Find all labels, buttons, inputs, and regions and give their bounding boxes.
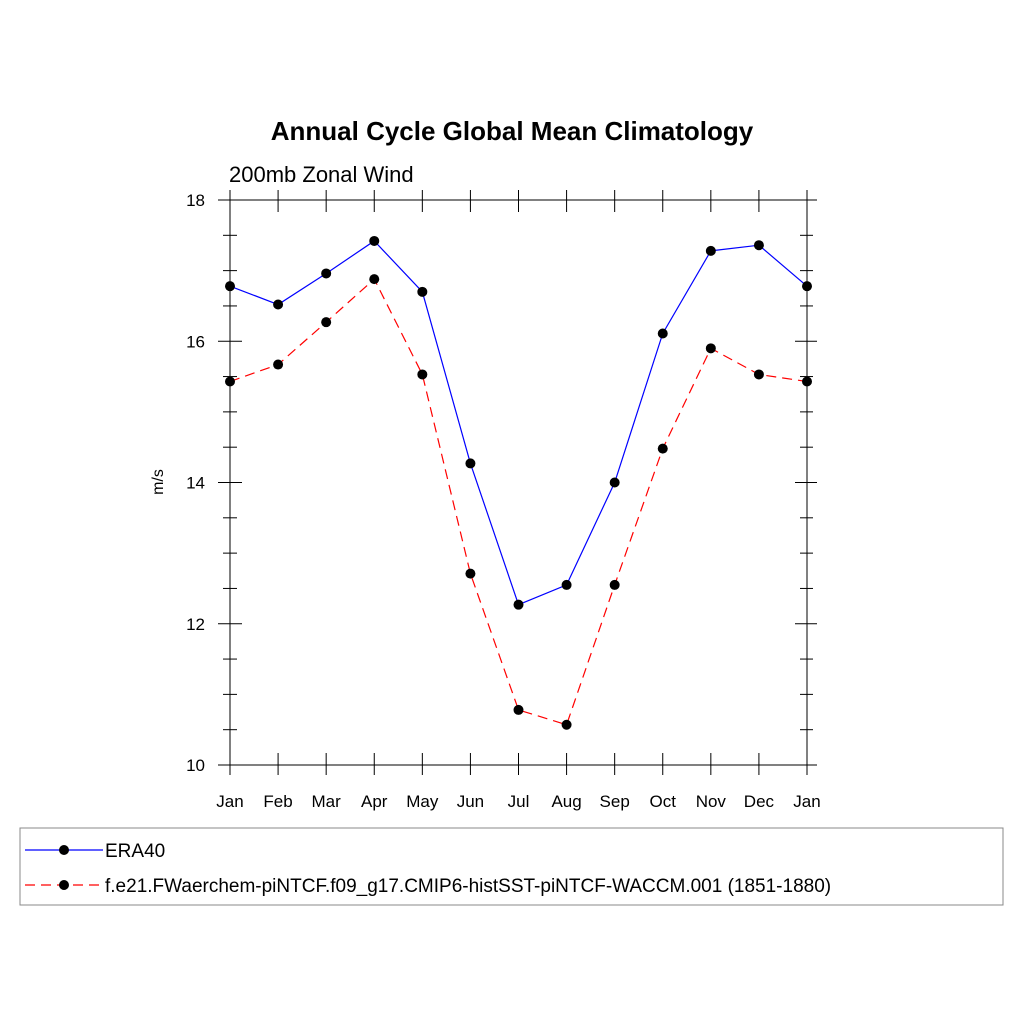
- x-tick-label: Nov: [696, 792, 727, 811]
- x-tick-label: Jan: [793, 792, 820, 811]
- x-tick-label: Oct: [650, 792, 677, 811]
- legend-label-2: f.e21.FWaerchem-piNTCF.f09_g17.CMIP6-his…: [105, 876, 831, 897]
- axis-ticks: Jan Feb Mar Apr May Jun Jul Aug Sep Oct Nov Dec Jan 1…: [186, 190, 821, 811]
- legend-label-1: ERA40: [105, 841, 165, 862]
- series-1-point: [513, 599, 524, 610]
- series-2-point: [417, 369, 428, 380]
- series-1-point: [465, 458, 476, 469]
- series-2-point: [753, 369, 764, 380]
- series-1-point: [609, 477, 620, 488]
- series-1-point: [417, 286, 428, 297]
- x-tick-label: Jun: [457, 792, 484, 811]
- series-2-point: [609, 579, 620, 590]
- series-2-point: [513, 704, 524, 715]
- legend: ERA40 f.e21.FWaerchem-piNTCF.f09_g17.CMIP…: [19, 827, 1004, 906]
- series-2-point: [705, 343, 716, 354]
- series-line-1: [229, 240, 808, 606]
- chart-subtitle: 200mb Zonal Wind: [229, 162, 414, 187]
- series-1-point: [753, 240, 764, 251]
- y-tick-label: 10: [186, 756, 205, 775]
- plot-frame: [229, 199, 808, 766]
- series-1-point: [657, 328, 668, 339]
- series-layer: [225, 235, 812, 730]
- series-1-point: [802, 281, 812, 292]
- series-2-point: [465, 568, 476, 579]
- legend-box: [19, 827, 1004, 906]
- y-tick-label: 12: [186, 615, 205, 634]
- x-tick-label: Jan: [216, 792, 243, 811]
- y-tick-label: 16: [186, 332, 205, 351]
- series-1-point: [369, 235, 380, 246]
- x-tick-label: Apr: [361, 792, 388, 811]
- legend-marker-2: [59, 880, 69, 890]
- series-1-point: [273, 299, 284, 310]
- series-1-point: [561, 579, 572, 590]
- legend-marker-1: [59, 845, 69, 855]
- series-2-point: [657, 443, 668, 454]
- x-tick-label: Dec: [744, 792, 775, 811]
- series-2-point: [561, 719, 572, 730]
- x-tick-label: Jul: [508, 792, 530, 811]
- series-1-point: [225, 281, 235, 292]
- series-2-point: [273, 359, 284, 370]
- chart-title: Annual Cycle Global Mean Climatology: [271, 116, 754, 146]
- y-tick-label: 14: [186, 474, 205, 493]
- series-2-point: [225, 376, 235, 387]
- x-tick-label: Sep: [600, 792, 630, 811]
- legend-items: ERA40 f.e21.FWaerchem-piNTCF.f09_g17.CMIP…: [25, 841, 831, 897]
- x-tick-label: May: [406, 792, 439, 811]
- x-tick-label: Feb: [263, 792, 292, 811]
- series-2-point: [321, 317, 332, 328]
- series-line-2: [229, 278, 808, 726]
- x-tick-label: Aug: [551, 792, 581, 811]
- y-axis-label: m/s: [150, 469, 167, 495]
- y-tick-label: 18: [186, 191, 205, 210]
- series-2-point: [802, 376, 812, 387]
- x-tick-label: Mar: [312, 792, 342, 811]
- series-1-point: [705, 245, 716, 256]
- series-2-point: [369, 274, 380, 285]
- series-1-point: [321, 268, 332, 279]
